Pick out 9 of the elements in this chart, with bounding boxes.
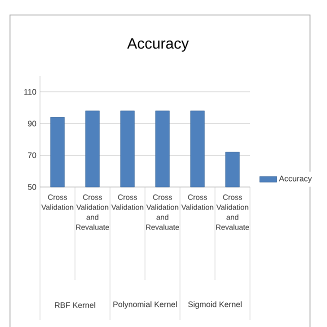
text: Sigmoid Kernel [188,301,242,309]
text: RBF Kernel [54,302,96,308]
y-tick-label: 110 [24,89,36,95]
text: Polynomial Kernel [113,301,177,309]
y-tick-label: 90 [28,120,36,126]
y-tick-label: 70 [28,152,36,158]
chart-title: Accuracy [127,38,189,52]
legend-label: Accuracy [278,176,312,183]
y-tick-label: 50 [28,184,36,190]
